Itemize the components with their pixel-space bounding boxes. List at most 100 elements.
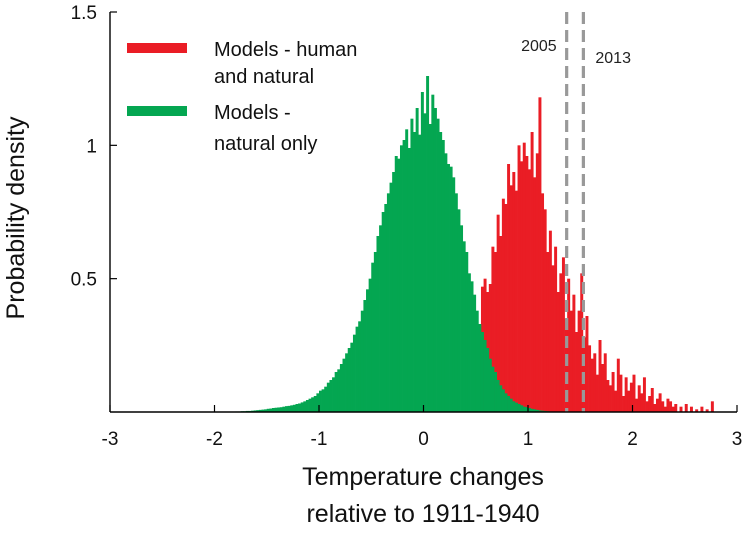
histogram-bar: [447, 164, 450, 412]
histogram-bar: [520, 161, 524, 412]
histogram-bar: [305, 400, 309, 412]
histogram-bar: [522, 142, 526, 413]
histogram-bar: [530, 408, 534, 412]
histogram-bar: [551, 265, 555, 412]
marker-label-2005: 2005: [521, 38, 557, 55]
histogram-bar: [311, 397, 315, 412]
histogram-bar: [480, 332, 484, 412]
histogram-bar: [575, 332, 578, 412]
histogram-bar: [303, 401, 307, 412]
histogram-bar: [271, 408, 275, 412]
histogram-bar: [376, 236, 380, 412]
histogram-bar: [700, 406, 704, 412]
histogram-bar: [580, 273, 584, 412]
histogram-bar: [295, 404, 299, 412]
histogram-bar: [253, 410, 257, 412]
histogram-bar: [290, 405, 294, 412]
histogram-bar: [606, 380, 610, 412]
histogram-bar: [402, 140, 406, 412]
histogram-bar: [389, 182, 393, 412]
histogram-bar: [624, 377, 628, 412]
histogram-bar: [491, 246, 495, 412]
histogram-bar: [517, 145, 521, 412]
histogram-bar: [705, 409, 709, 412]
histogram-bar: [695, 409, 699, 412]
histogram-bar: [679, 406, 683, 412]
histogram-bar: [452, 177, 456, 412]
histogram-bar: [530, 132, 534, 412]
histogram-bar: [436, 118, 440, 413]
histogram-bar: [669, 401, 673, 412]
histogram-bar: [316, 393, 320, 412]
histogram-bar: [473, 294, 477, 412]
x-tick-label: 3: [732, 429, 743, 450]
histogram-bar: [371, 262, 375, 412]
histogram-bar: [483, 340, 487, 412]
histogram-bar: [593, 353, 597, 412]
histogram-bar: [507, 164, 511, 412]
histogram-bar: [569, 310, 573, 412]
histogram-bar: [313, 396, 317, 412]
histogram-bar: [488, 358, 492, 412]
histogram-bar: [439, 132, 443, 412]
histogram-bar: [567, 278, 571, 412]
histogram-bar: [494, 372, 497, 412]
histogram-bar: [300, 402, 304, 412]
histogram-bar: [533, 177, 537, 412]
histogram-bar: [326, 382, 330, 412]
histogram-bar: [470, 281, 474, 412]
histogram-bar: [501, 198, 505, 412]
histogram-bar: [460, 225, 464, 412]
histogram-bar: [381, 212, 385, 412]
histogram-bar: [629, 382, 633, 412]
histogram-bar: [441, 140, 445, 412]
histogram-bar: [258, 409, 262, 412]
histogram-bar: [386, 193, 390, 412]
legend-label-human-and-natural-line-2: and natural: [214, 66, 314, 88]
histogram-bar: [543, 209, 547, 412]
histogram-bar: [663, 406, 667, 412]
legend-label-human-and-natural-line-1: Models - human: [214, 39, 357, 61]
legend-label-natural-only-line-2: natural only: [214, 133, 317, 155]
histogram-bar: [352, 334, 356, 412]
histogram-bar: [588, 345, 592, 412]
histogram-bar: [541, 193, 545, 412]
tick-labels: -3 -2 -1 0 1 2 3 0.5 1 1.5: [71, 3, 743, 450]
histogram-bar: [512, 401, 516, 412]
histogram-bar: [535, 409, 539, 412]
histogram-bar: [256, 410, 260, 412]
histogram-bar: [355, 326, 359, 412]
histogram-bar: [559, 273, 563, 412]
histogram-bar: [598, 340, 602, 412]
histogram-bar: [298, 403, 302, 412]
histogram-bar: [426, 76, 430, 412]
histogram-bar: [373, 252, 377, 412]
histogram-bar: [496, 380, 500, 412]
histogram-bar: [491, 366, 495, 412]
histogram-bar: [457, 209, 461, 412]
histogram-bar: [496, 214, 500, 412]
x-tick-label: 0: [418, 429, 429, 450]
histogram-bar: [269, 408, 273, 412]
histogram-bar: [334, 372, 338, 412]
histogram-bar: [394, 156, 398, 412]
histogram-bar: [661, 401, 665, 412]
histogram-bar: [339, 364, 343, 412]
histogram-bar: [499, 385, 503, 412]
histogram-bar: [520, 405, 524, 412]
histogram-bar: [475, 310, 479, 412]
x-axis-title-line-1: Temperature changes: [302, 463, 544, 491]
histogram-bar: [279, 407, 283, 412]
histogram-bar: [538, 410, 542, 412]
histogram-bar: [554, 246, 558, 412]
histogram-bar: [285, 406, 288, 412]
histogram-bar: [590, 358, 594, 412]
histogram-bar: [264, 409, 268, 412]
histogram-bar: [642, 377, 646, 412]
histogram-bar: [514, 402, 518, 412]
histogram-bar: [608, 385, 612, 412]
histogram-bar: [666, 398, 670, 412]
histogram-bar: [467, 273, 471, 412]
y-tick-label: 1: [86, 136, 97, 157]
histogram-bar: [585, 316, 589, 412]
